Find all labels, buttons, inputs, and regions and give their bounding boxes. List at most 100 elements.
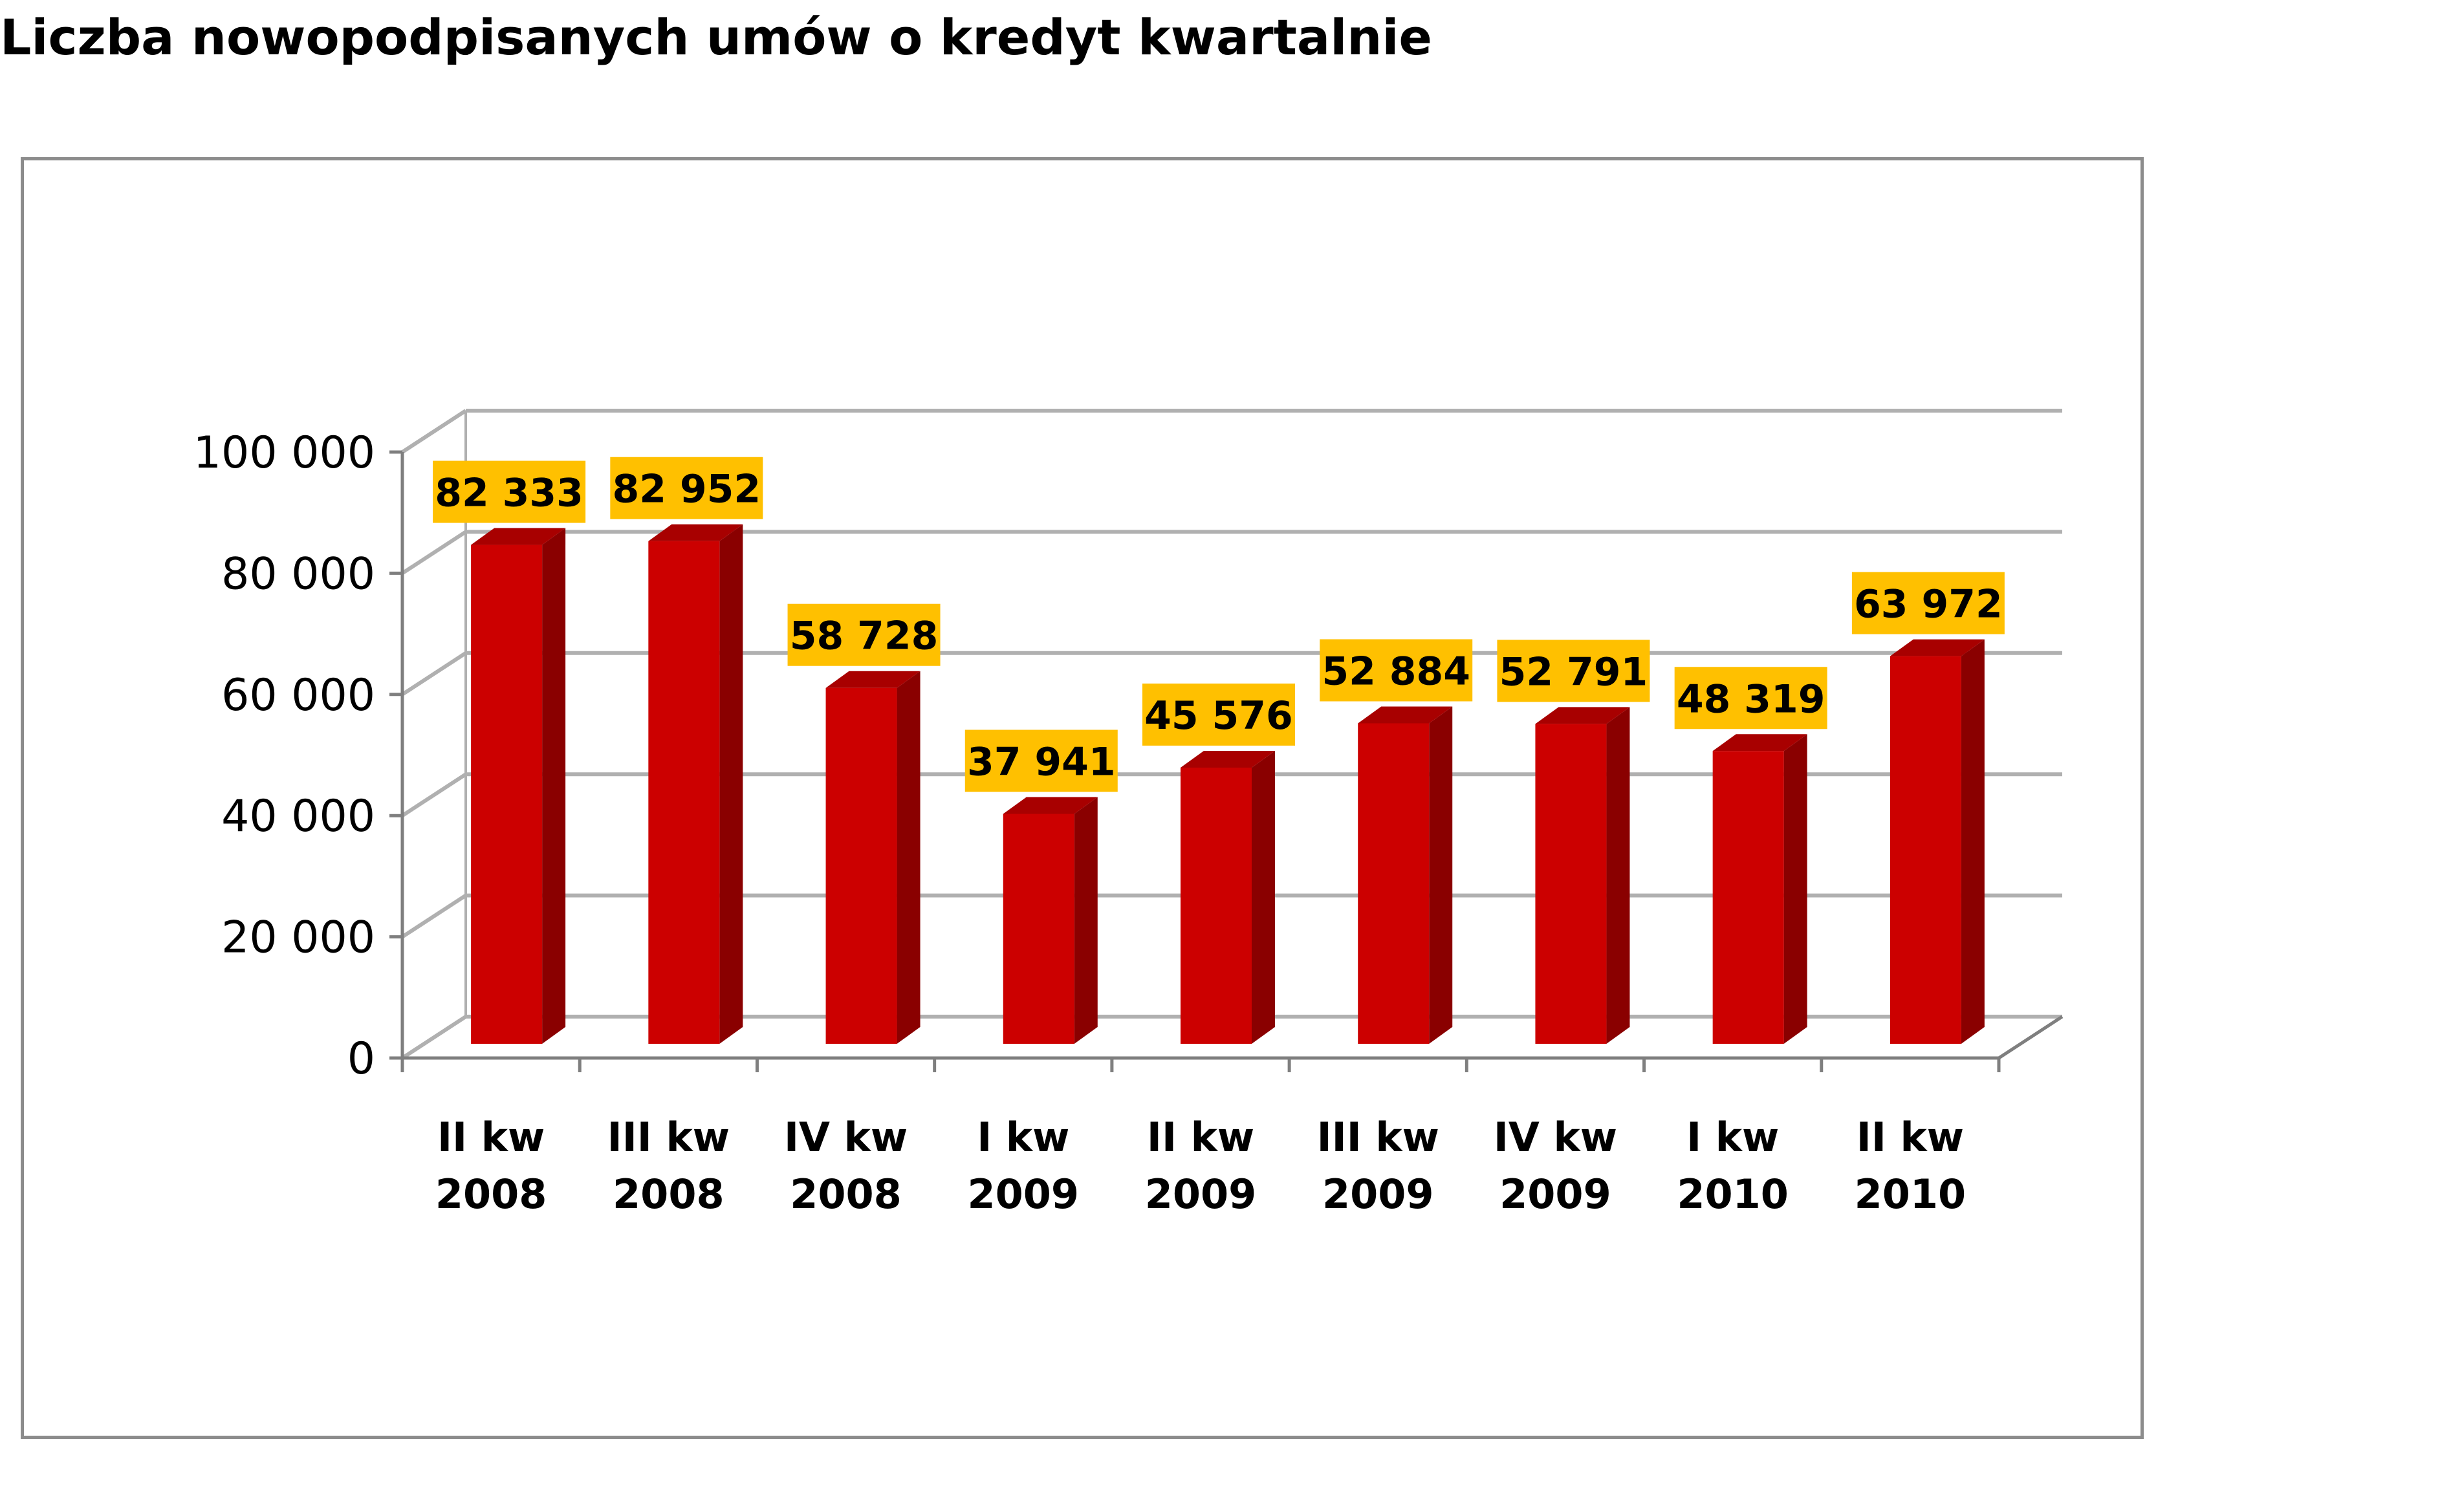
y-tick-label: 100 000 bbox=[193, 427, 375, 479]
bar-top bbox=[471, 528, 566, 545]
bar-top bbox=[1181, 750, 1275, 768]
bar-front bbox=[1535, 724, 1607, 1044]
bar bbox=[825, 671, 920, 1044]
tick-labels: 0 20 000 40 000 60 000 80 000 100 000 II kw 200… bbox=[193, 427, 1966, 1218]
bar-side bbox=[1783, 734, 1807, 1044]
x-tick-label: 2009 bbox=[1145, 1171, 1257, 1218]
x-tick-label: 2009 bbox=[1499, 1171, 1611, 1218]
bar-top bbox=[1890, 639, 1985, 656]
bar-side bbox=[1606, 707, 1630, 1044]
data-label-box bbox=[433, 460, 586, 523]
data-label: 52 884 bbox=[1320, 639, 1473, 702]
x-tick-label: II kw bbox=[1147, 1114, 1254, 1161]
x-tick-label: 2008 bbox=[790, 1171, 902, 1218]
x-tick-label: 2010 bbox=[1677, 1171, 1789, 1218]
bar bbox=[471, 528, 566, 1044]
x-tick-label: II kw bbox=[1857, 1114, 1964, 1161]
bar bbox=[648, 524, 743, 1044]
x-tick-label: 2009 bbox=[967, 1171, 1079, 1218]
x-tick-label: 2009 bbox=[1322, 1171, 1434, 1218]
x-tick-label: 2010 bbox=[1855, 1171, 1966, 1218]
bar-front bbox=[1358, 723, 1430, 1044]
bar-top bbox=[1358, 706, 1453, 724]
floor-edge bbox=[1998, 1015, 2064, 1060]
data-label-box bbox=[787, 603, 941, 666]
y-tick-label: 0 bbox=[347, 1033, 375, 1085]
bar-front bbox=[648, 541, 720, 1044]
x-tick-label: 2008 bbox=[435, 1171, 547, 1218]
gridline-depth bbox=[401, 409, 467, 454]
data-label-text: 45 576 bbox=[1144, 693, 1293, 739]
bar-top bbox=[1003, 797, 1098, 814]
data-label: 82 952 bbox=[610, 457, 763, 519]
bar-front bbox=[1712, 751, 1784, 1044]
bar-front bbox=[1890, 656, 1961, 1044]
data-label-box bbox=[1142, 683, 1295, 746]
x-tick-label: II kw bbox=[437, 1114, 545, 1161]
bar-side bbox=[1074, 797, 1098, 1044]
bar-side bbox=[542, 528, 566, 1044]
bar-side bbox=[719, 524, 743, 1044]
data-label-box bbox=[1851, 572, 2005, 634]
data-label: 37 941 bbox=[964, 729, 1118, 792]
x-tick-label: 2008 bbox=[613, 1171, 724, 1218]
gridline-depth bbox=[401, 651, 467, 697]
bar-front bbox=[471, 545, 543, 1044]
axes bbox=[389, 450, 2001, 1072]
bar-top bbox=[1535, 707, 1630, 724]
gridline-depth bbox=[401, 1015, 467, 1060]
bar bbox=[1181, 750, 1275, 1044]
data-label-text: 52 791 bbox=[1499, 649, 1648, 695]
x-tick-label: IV kw bbox=[784, 1114, 908, 1161]
bar-side bbox=[1252, 750, 1275, 1044]
data-label-text: 63 972 bbox=[1854, 582, 2003, 627]
x-tick-label: III kw bbox=[1317, 1114, 1439, 1161]
bar-side bbox=[897, 671, 920, 1044]
data-label-text: 48 319 bbox=[1677, 676, 1825, 722]
data-label-box bbox=[964, 729, 1118, 792]
bars bbox=[471, 524, 1985, 1044]
y-tick-label: 80 000 bbox=[221, 548, 375, 599]
bar bbox=[1003, 797, 1098, 1044]
data-label: 52 791 bbox=[1497, 640, 1650, 702]
data-label-text: 58 728 bbox=[790, 614, 939, 659]
data-label-text: 82 333 bbox=[435, 471, 583, 516]
data-label-box bbox=[1320, 639, 1473, 702]
data-labels: 82 333 82 952 58 728 37 941 45 576 52 884 52 7… bbox=[433, 457, 2005, 792]
page-title: Liczba nowopodpisanych umów o kredyt kwa… bbox=[0, 8, 1432, 66]
bar-side bbox=[1429, 706, 1453, 1044]
gridline-depth bbox=[401, 530, 467, 575]
bar-top bbox=[825, 671, 920, 688]
bar-top bbox=[1712, 734, 1807, 751]
data-label: 63 972 bbox=[1851, 572, 2005, 634]
bar bbox=[1535, 707, 1630, 1044]
gridline-depth bbox=[401, 772, 467, 817]
data-label-box bbox=[1497, 640, 1650, 702]
bar bbox=[1890, 639, 1985, 1044]
data-label-text: 37 941 bbox=[967, 739, 1116, 784]
data-label-text: 52 884 bbox=[1322, 649, 1470, 694]
gridline-depth bbox=[401, 894, 467, 939]
data-label: 45 576 bbox=[1142, 683, 1295, 746]
y-tick-label: 40 000 bbox=[221, 791, 375, 842]
bar-front bbox=[1003, 814, 1074, 1044]
x-tick-label: IV kw bbox=[1494, 1114, 1617, 1161]
data-label: 58 728 bbox=[787, 603, 941, 666]
y-tick-label: 60 000 bbox=[221, 670, 375, 721]
y-tick-label: 20 000 bbox=[221, 913, 375, 964]
bar-top bbox=[648, 524, 743, 541]
bar-front bbox=[825, 687, 897, 1044]
bar-side bbox=[1961, 639, 1985, 1044]
data-label: 82 333 bbox=[433, 460, 586, 523]
bar bbox=[1358, 706, 1453, 1044]
x-tick-label: I kw bbox=[1686, 1114, 1779, 1161]
data-label-box bbox=[610, 457, 763, 519]
bar-front bbox=[1181, 767, 1252, 1044]
data-label: 48 319 bbox=[1674, 667, 1827, 729]
x-tick-label: III kw bbox=[607, 1114, 730, 1161]
bar bbox=[1712, 734, 1807, 1044]
data-label-text: 82 952 bbox=[613, 467, 761, 512]
x-tick-label: I kw bbox=[977, 1114, 1069, 1161]
data-label-box bbox=[1674, 667, 1827, 729]
